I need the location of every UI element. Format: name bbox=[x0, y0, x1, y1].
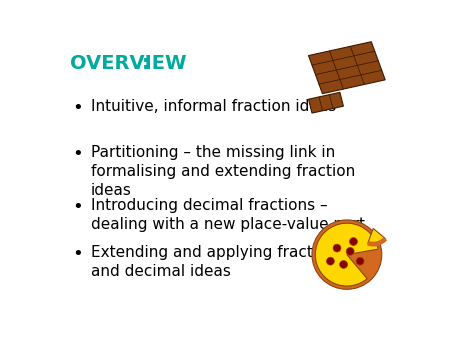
Text: •: • bbox=[72, 145, 82, 163]
Circle shape bbox=[356, 257, 364, 265]
Text: Extending and applying fraction
and decimal ideas: Extending and applying fraction and deci… bbox=[91, 245, 336, 279]
Circle shape bbox=[350, 238, 357, 245]
Text: Intuitive, informal fraction ideas: Intuitive, informal fraction ideas bbox=[91, 99, 337, 114]
Text: OVERVIEW: OVERVIEW bbox=[70, 54, 187, 73]
Polygon shape bbox=[309, 92, 343, 113]
Wedge shape bbox=[368, 228, 385, 244]
Circle shape bbox=[340, 261, 347, 268]
Circle shape bbox=[326, 257, 334, 265]
Text: :: : bbox=[142, 54, 150, 73]
Circle shape bbox=[346, 247, 354, 255]
Circle shape bbox=[333, 244, 341, 252]
Text: •: • bbox=[72, 99, 82, 117]
Text: •: • bbox=[72, 198, 82, 216]
Polygon shape bbox=[309, 42, 385, 94]
Circle shape bbox=[312, 220, 382, 289]
Text: •: • bbox=[72, 245, 82, 263]
Text: Introducing decimal fractions –
dealing with a new place-value part: Introducing decimal fractions – dealing … bbox=[91, 198, 365, 232]
Wedge shape bbox=[315, 223, 378, 286]
Text: Partitioning – the missing link in
formalising and extending fraction
ideas: Partitioning – the missing link in forma… bbox=[91, 145, 356, 198]
